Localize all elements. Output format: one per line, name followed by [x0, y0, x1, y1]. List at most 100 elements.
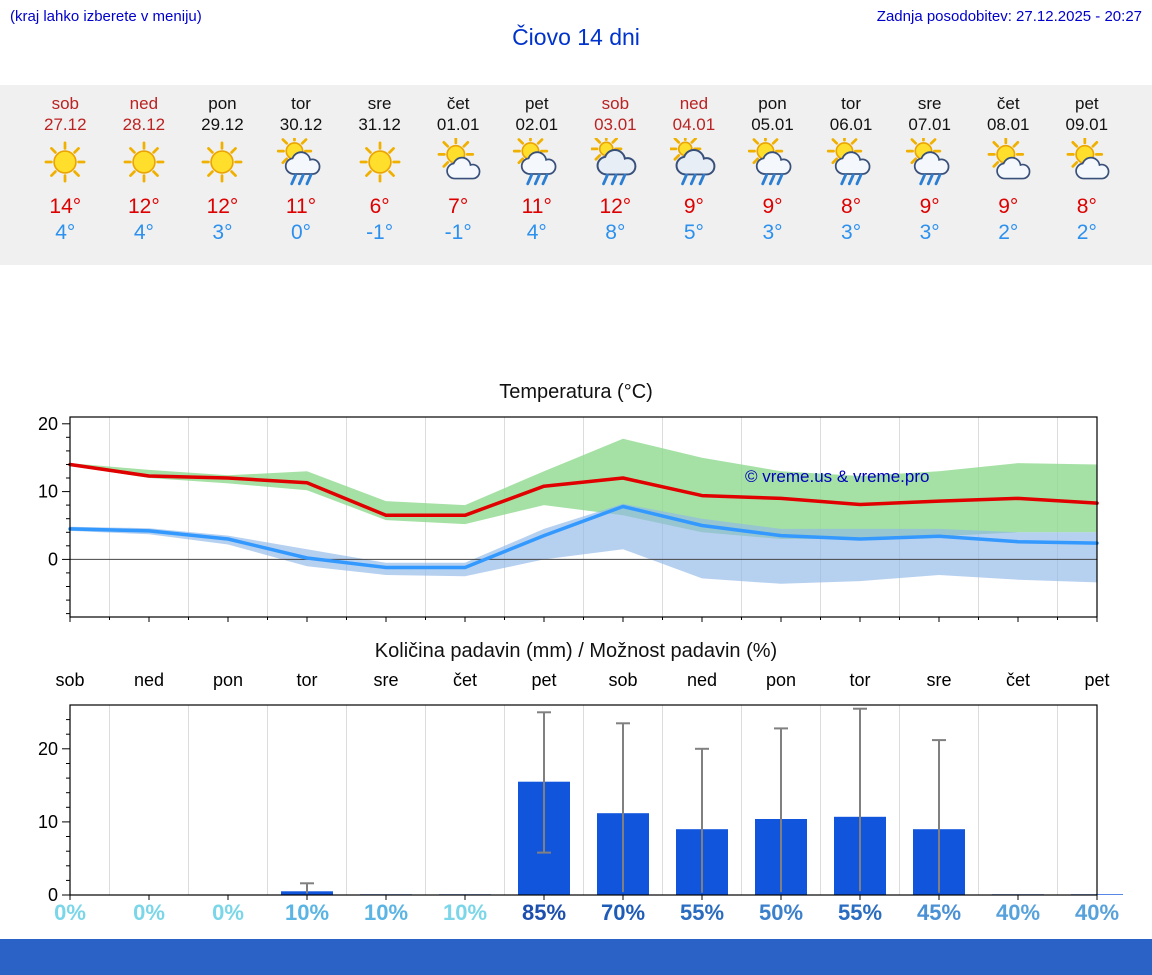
day-date: 31.12	[358, 115, 401, 134]
forecast-day: pon 29.12 12° 3°	[183, 93, 262, 265]
precip-percent: 10%	[364, 900, 408, 925]
precip-chart-title: Količina padavin (mm) / Možnost padavin …	[374, 640, 778, 662]
tmin-value: 4°	[55, 221, 76, 244]
day-date: 01.01	[436, 115, 480, 134]
precip-percent: 0%	[133, 900, 165, 925]
tmin-value: 2°	[1076, 221, 1097, 244]
footer-bar	[0, 939, 1152, 975]
sun-shower-icon	[262, 133, 341, 192]
tmax-value: 9°	[683, 195, 704, 218]
tmin-value: 4°	[133, 221, 154, 244]
day-date: 08.01	[986, 115, 1030, 134]
watermark: © vreme.us & vreme.pro	[745, 467, 929, 486]
last-update: Zadnja posodobitev: 27.12.2025 - 20:27	[876, 8, 1142, 25]
forecast-day: sob 03.01 12° 8°	[576, 93, 655, 265]
precip-percent: 70%	[601, 900, 645, 925]
day-name: pet	[1074, 94, 1099, 113]
precip-percent: 0%	[54, 900, 86, 925]
tmin-band	[70, 503, 1097, 584]
precip-percent: 45%	[917, 900, 961, 925]
precip-percent: 10%	[443, 900, 487, 925]
partly-cloudy-icon	[419, 136, 498, 192]
day-date: 02.01	[515, 115, 559, 134]
tmax-value: 11°	[285, 195, 317, 218]
precip-day-label: tor	[849, 670, 870, 690]
sunny-icon	[183, 138, 262, 192]
day-name: pon	[208, 94, 237, 113]
tmin-value: 3°	[919, 221, 940, 244]
precip-day-label: čet	[453, 670, 477, 690]
precip-percent: 0%	[212, 900, 244, 925]
precip-percent: 10%	[285, 900, 329, 925]
day-name: čet	[996, 94, 1020, 113]
day-name: pet	[524, 94, 549, 113]
day-name: ned	[679, 94, 709, 113]
day-date: 07.01	[908, 115, 951, 134]
day-date: 05.01	[751, 115, 794, 134]
day-date: 28.12	[122, 115, 166, 134]
y-tick-label: 0	[48, 885, 58, 905]
forecast-day: čet 01.01 7° -1°	[419, 93, 498, 265]
precip-day-label: sob	[55, 670, 84, 690]
precip-day-label: ned	[687, 670, 717, 690]
tmax-value: 9°	[919, 195, 940, 218]
y-tick-label: 0	[48, 549, 58, 569]
tmin-value: 4°	[526, 221, 547, 244]
precip-day-label: pon	[213, 670, 243, 690]
precip-percent: 40%	[996, 900, 1040, 925]
tmin-value: 5°	[683, 221, 704, 244]
day-name: pon	[758, 94, 787, 113]
tmin-value: 2°	[998, 221, 1019, 244]
precip-percent: 40%	[1075, 900, 1119, 925]
day-date: 06.01	[829, 115, 873, 134]
tmax-value: 9°	[762, 195, 783, 218]
day-date: 30.12	[279, 115, 323, 134]
tmin-value: 3°	[212, 221, 233, 244]
partly-cloudy-icon	[969, 136, 1048, 192]
precip-day-label: pet	[531, 670, 556, 690]
forecast-day: pet 02.01 11° 4°	[497, 93, 576, 265]
tmin-line	[68, 504, 1099, 570]
tmax-band	[70, 438, 1097, 539]
temperature-chart-title: Temperatura (°C)	[499, 381, 653, 403]
precip-day-label: sob	[608, 670, 637, 690]
tmax-line	[68, 462, 1099, 518]
precip-percent: 50%	[759, 900, 803, 925]
day-name: sob	[601, 94, 630, 113]
sunny-icon	[26, 138, 105, 192]
day-name: ned	[129, 94, 159, 113]
precip-percent: 85%	[522, 900, 566, 925]
forecast-day: sob 27.12 14° 4°	[26, 93, 105, 265]
forecast-day: tor 06.01 8° 3°	[812, 93, 891, 265]
precip-percent: 55%	[680, 900, 724, 925]
forecast-day: ned 04.01 9° 5°	[655, 93, 734, 265]
forecast-day: ned 28.12 12° 4°	[105, 93, 184, 265]
day-name: sre	[367, 94, 392, 113]
tmin-value: -1°	[366, 221, 394, 244]
tmax-value: 11°	[521, 195, 552, 218]
tmax-value: 6°	[369, 195, 390, 218]
sun-shower-icon	[733, 133, 812, 192]
precip-day-label: čet	[1006, 670, 1030, 690]
forecast-strip: sob 27.12 14° 4° ned 28.12 12° 4° pon 29.12 12° 3° t…	[0, 85, 1152, 265]
day-date: 27.12	[44, 115, 87, 134]
precip-day-label: ned	[134, 670, 164, 690]
temperature-chart: 0 10 20 © vreme.us & vreme.pro	[38, 414, 1099, 622]
precip-percent: 55%	[838, 900, 882, 925]
tmin-value: 8°	[605, 221, 626, 244]
tmax-value: 7°	[448, 195, 469, 218]
precip-day-label: tor	[296, 670, 317, 690]
sunny-icon	[105, 138, 184, 192]
day-name: tor	[291, 94, 311, 113]
precip-day-label: pon	[766, 670, 796, 690]
tmax-value: 14°	[49, 195, 82, 218]
tmax-value: 12°	[127, 195, 160, 218]
page-title: Čiovo 14 dni	[512, 24, 640, 50]
y-tick-label: 10	[38, 482, 58, 502]
rain-icon	[655, 132, 734, 192]
sun-shower-icon	[812, 133, 891, 192]
y-tick-label: 20	[38, 739, 58, 759]
tmin-value: 0°	[290, 221, 312, 244]
day-date: 29.12	[201, 115, 244, 134]
day-date: 09.01	[1065, 115, 1109, 134]
